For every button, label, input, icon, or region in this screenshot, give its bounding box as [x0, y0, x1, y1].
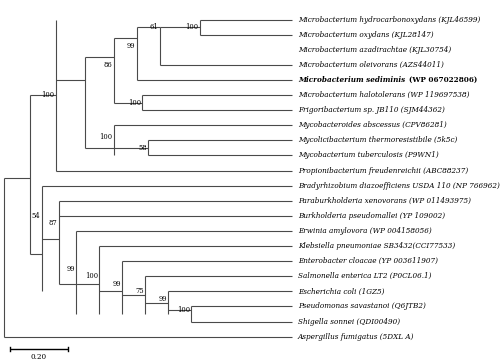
Text: Microbacterium halotolerans (WP 119697538): Microbacterium halotolerans (WP 11969753… — [298, 91, 470, 99]
Text: 86: 86 — [104, 61, 112, 69]
Text: 0.20: 0.20 — [30, 353, 47, 361]
Text: Microbacterium oleivorans (AZS44011): Microbacterium oleivorans (AZS44011) — [298, 61, 444, 69]
Text: Erwinia amylovora (WP 004158056): Erwinia amylovora (WP 004158056) — [298, 227, 432, 235]
Text: 58: 58 — [138, 144, 146, 152]
Text: Microbacterium azadirachtae (KJL30754): Microbacterium azadirachtae (KJL30754) — [298, 46, 451, 54]
Text: Pseudomonas savastanoi (Q6JTB2): Pseudomonas savastanoi (Q6JTB2) — [298, 302, 426, 310]
Text: Mycolicibacterium thermoresistibile (5k5c): Mycolicibacterium thermoresistibile (5k5… — [298, 136, 457, 144]
Text: 100: 100 — [128, 99, 141, 107]
Text: Microbacterium hydrocarbonoxydans (KJL46599): Microbacterium hydrocarbonoxydans (KJL46… — [298, 16, 480, 24]
Text: 100: 100 — [99, 132, 112, 140]
Text: Propionibacterium freudenreichii (ABC88237): Propionibacterium freudenreichii (ABC882… — [298, 167, 468, 175]
Text: Microbacterium sediminis: Microbacterium sediminis — [298, 76, 405, 84]
Text: 100: 100 — [186, 23, 198, 31]
Text: 87: 87 — [49, 219, 58, 227]
Text: Microbacterium oxydans (KJL28147): Microbacterium oxydans (KJL28147) — [298, 30, 434, 38]
Text: 99: 99 — [66, 265, 75, 273]
Text: 75: 75 — [135, 287, 144, 295]
Text: Paraburkholderia xenovorans (WP 011493975): Paraburkholderia xenovorans (WP 01149397… — [298, 197, 471, 205]
Text: 100: 100 — [42, 91, 54, 99]
Text: Escherichia coli (1GZ5): Escherichia coli (1GZ5) — [298, 287, 384, 295]
Text: Burkholderia pseudomallei (YP 109002): Burkholderia pseudomallei (YP 109002) — [298, 212, 445, 220]
Text: Shigella sonnei (QDI00490): Shigella sonnei (QDI00490) — [298, 318, 400, 326]
Text: 99: 99 — [112, 280, 121, 288]
Text: 61: 61 — [150, 23, 158, 31]
Text: Bradyrhizobium diazoefficiens USDA 110 (NP 766962): Bradyrhizobium diazoefficiens USDA 110 (… — [298, 182, 500, 189]
Text: Mycobacterium tuberculosis (P9WN1): Mycobacterium tuberculosis (P9WN1) — [298, 151, 438, 159]
Text: 100: 100 — [84, 272, 98, 280]
Text: 99: 99 — [158, 295, 167, 303]
Text: Klebsiella pneumoniae SB3432(CCI77533): Klebsiella pneumoniae SB3432(CCI77533) — [298, 242, 455, 250]
Text: 99: 99 — [126, 42, 135, 50]
Text: Mycobacteroides abscessus (CPV86281): Mycobacteroides abscessus (CPV86281) — [298, 121, 446, 129]
Text: 54: 54 — [32, 212, 40, 220]
Text: (WP 067022806): (WP 067022806) — [404, 76, 477, 84]
Text: Salmonella enterica LT2 (P0CL06.1): Salmonella enterica LT2 (P0CL06.1) — [298, 272, 432, 280]
Text: Aspergillus fumigatus (5DXL A): Aspergillus fumigatus (5DXL A) — [298, 333, 414, 341]
Text: Frigoribacterium sp. JB110 (SJM44362): Frigoribacterium sp. JB110 (SJM44362) — [298, 106, 444, 114]
Text: 100: 100 — [177, 306, 190, 314]
Text: Enterobacter cloacae (YP 003611907): Enterobacter cloacae (YP 003611907) — [298, 257, 438, 265]
